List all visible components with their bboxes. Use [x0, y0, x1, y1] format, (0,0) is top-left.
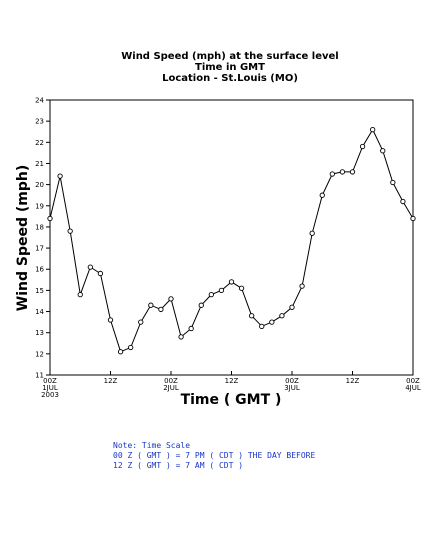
- y-tick-label: 22: [35, 139, 44, 147]
- data-point: [339, 169, 346, 175]
- x-tick-label: 12Z: [225, 377, 239, 385]
- y-tick-label: 23: [35, 118, 44, 126]
- x-tick-label: 12Z: [346, 377, 360, 385]
- data-point: [208, 291, 214, 298]
- data-point: [238, 285, 245, 291]
- data-point: [289, 304, 295, 310]
- data-point: [168, 296, 174, 302]
- data-point: [87, 264, 93, 270]
- y-tick-label: 12: [35, 350, 44, 358]
- data-point: [359, 143, 366, 150]
- data-point: [67, 228, 73, 234]
- data-point: [148, 302, 154, 308]
- y-tick-label: 15: [35, 287, 44, 295]
- y-tick-label: 13: [35, 329, 44, 337]
- data-point: [97, 270, 104, 277]
- data-point: [410, 215, 416, 222]
- data-point: [47, 215, 53, 222]
- y-axis-label: Wind Speed (mph): [15, 165, 31, 311]
- x-tick-label: 00Z: [43, 377, 57, 385]
- data-point: [117, 349, 124, 355]
- note-line-1: 00 Z ( GMT ) = 7 PM ( CDT ) THE DAY BEFO…: [113, 451, 316, 460]
- y-tick-label: 17: [35, 245, 44, 253]
- data-point: [309, 230, 315, 236]
- data-point: [370, 126, 376, 133]
- data-point: [380, 148, 386, 154]
- data-point: [77, 291, 83, 298]
- y-tick-label: 11: [35, 372, 44, 380]
- data-point: [279, 313, 285, 319]
- y-tick-label: 21: [35, 160, 44, 168]
- chart-title-line-2: Time in GMT: [195, 62, 265, 73]
- data-point: [299, 283, 305, 289]
- data-point: [218, 287, 225, 294]
- data-point: [329, 171, 335, 177]
- x-tick-label: 12Z: [104, 377, 118, 385]
- data-point: [138, 319, 144, 325]
- y-tick-label: 16: [35, 266, 44, 274]
- y-tick-label: 24: [35, 97, 44, 105]
- x-tick-label: 2003: [41, 391, 59, 399]
- data-point: [158, 306, 164, 313]
- data-point: [319, 192, 325, 198]
- wind-speed-line: [49, 128, 414, 353]
- data-point: [349, 169, 356, 175]
- data-point: [390, 179, 396, 186]
- data-point: [188, 325, 194, 332]
- x-axis-label: Time ( GMT ): [181, 392, 282, 408]
- x-tick-label: 1JUL: [42, 384, 58, 392]
- y-tick-label: 14: [35, 308, 44, 316]
- x-tick-label: 00Z: [406, 377, 420, 385]
- data-point: [249, 313, 255, 319]
- data-point: [198, 302, 204, 308]
- y-tick-label: 20: [35, 181, 44, 189]
- x-tick-label: 00Z: [164, 377, 178, 385]
- y-tick-label: 18: [35, 223, 44, 231]
- data-point: [269, 319, 275, 325]
- chart-title-line-3: Location - St.Louis (MO): [162, 73, 298, 84]
- data-point: [228, 279, 235, 285]
- data-point: [259, 323, 265, 329]
- x-tick-label: 2JUL: [163, 384, 179, 392]
- note-line-2: 12 Z ( GMT ) = 7 AM ( CDT ): [113, 461, 244, 470]
- data-point: [128, 344, 134, 351]
- data-point: [178, 334, 184, 340]
- x-tick-label: 3JUL: [284, 384, 300, 392]
- data-point: [57, 173, 63, 179]
- y-tick-label: 19: [35, 202, 44, 210]
- note-heading: Note: Time Scale: [113, 441, 191, 450]
- plot-frame: [49, 99, 414, 376]
- data-point: [400, 198, 406, 205]
- data-point: [107, 317, 114, 323]
- x-tick-label: 00Z: [285, 377, 299, 385]
- chart-title-line-1: Wind Speed (mph) at the surface level: [121, 51, 339, 62]
- x-tick-label: 4JUL: [405, 384, 421, 392]
